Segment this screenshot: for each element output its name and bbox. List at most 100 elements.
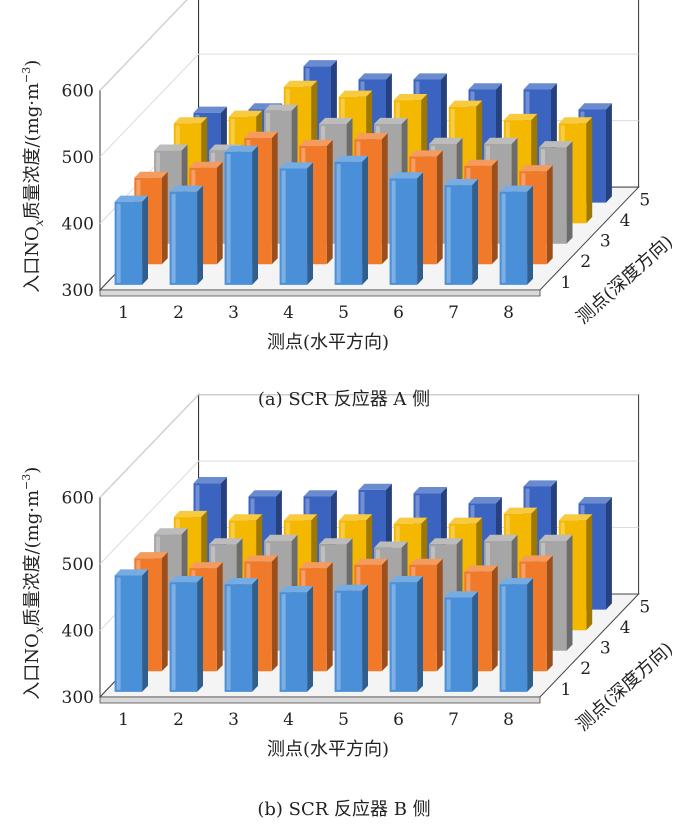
bar-top-face (303, 490, 337, 497)
bar-front-face (389, 178, 418, 285)
bar-top-face (319, 117, 353, 124)
bar-top-face (558, 514, 593, 521)
bar-top-face (189, 562, 223, 569)
bar-side-face (326, 562, 333, 672)
depth-tick-label: 1 (560, 680, 571, 700)
x-tick-label: 4 (283, 710, 294, 730)
bar-top-face (134, 552, 168, 559)
y-tick-labels: 300 400 500 600 (62, 82, 94, 302)
bar-top-face (354, 558, 388, 565)
bar-series1-point8 (499, 185, 533, 285)
bar-side-face (307, 586, 313, 692)
bar-top-face (484, 137, 518, 144)
bar-series1-point1 (114, 569, 148, 692)
bar-side-face (271, 555, 278, 672)
bar-top-face (283, 80, 318, 87)
bar-top-face (244, 555, 278, 562)
bar-top-face (334, 155, 368, 162)
caption-b: (b) SCR 反应器 B 侧 (257, 799, 430, 820)
bar-highlight (116, 203, 121, 283)
bar-top-face (523, 83, 557, 90)
bar-highlight (391, 180, 396, 283)
bar-side-face (527, 185, 533, 285)
bar-highlight (501, 586, 506, 690)
bar-side-face (566, 141, 573, 244)
depth-tick-label: 5 (639, 597, 650, 617)
bar-top-face (173, 117, 208, 124)
bar-series1-point6 (389, 576, 423, 692)
bar-top-face (169, 185, 203, 192)
bar-side-face (546, 165, 553, 265)
bar-top-face (389, 172, 423, 179)
x-tick-label: 2 (173, 303, 184, 323)
y-axis-title: 入口NOx质量浓度/(mg·m−3) (20, 60, 46, 293)
bar-side-face (197, 185, 203, 285)
y-tick-label: 500 (62, 555, 94, 575)
bar-top-face (374, 117, 408, 124)
depth-tick-label: 2 (580, 252, 591, 272)
bar-side-face (417, 172, 423, 285)
bar-front-face (114, 575, 143, 692)
bar-side-face (161, 552, 168, 672)
bar-top-face (499, 185, 533, 192)
y-axis-title-part: x (32, 626, 46, 633)
bar-highlight (336, 592, 341, 690)
bar-side-face (436, 558, 443, 672)
bar-side-face (362, 584, 368, 692)
floor-edge (99, 696, 541, 704)
depth-tick-label: 1 (560, 273, 571, 293)
bar-side-face (197, 576, 203, 692)
bar-side-face (491, 159, 498, 265)
bar-top-face (154, 144, 188, 151)
depth-tick-label: 2 (580, 659, 591, 679)
bar-side-face (252, 145, 258, 285)
bar-top-face (299, 562, 333, 569)
bar-side-face (271, 131, 278, 265)
depth-tick-label: 4 (620, 618, 631, 638)
bar-top-face (283, 514, 318, 521)
x-tick-label: 2 (173, 710, 184, 730)
bar-series1-point7 (444, 591, 478, 692)
bar-highlight (446, 599, 451, 690)
bar-top-face (558, 117, 593, 124)
bar-front-face (114, 201, 143, 285)
bar-top-face (154, 528, 188, 535)
bar-top-face (448, 517, 483, 524)
bar-top-face (354, 133, 388, 140)
x-tick-label: 3 (228, 303, 239, 323)
bar-top-face (429, 538, 463, 545)
bar-highlight (226, 153, 231, 283)
bar-side-face (216, 562, 223, 672)
bar-highlight (281, 594, 286, 690)
bar-front-face (444, 597, 473, 692)
x-tick-label: 8 (503, 303, 514, 323)
bar-series1-point5 (334, 155, 368, 285)
bar-series1-point8 (499, 578, 533, 692)
bar-top-face (358, 73, 392, 80)
bar-top-face (389, 576, 423, 583)
bar-series1-point4 (279, 586, 313, 692)
bar-top-face (264, 534, 298, 541)
gridline (99, 394, 639, 498)
bar-top-face (393, 517, 428, 524)
bar-series1-point2 (169, 185, 203, 285)
bar-side-face (216, 161, 223, 265)
bar-top-face (464, 159, 498, 166)
bar-top-face (374, 541, 408, 548)
y-tick-labels: 300 400 500 600 (62, 489, 94, 709)
bar-front-face (279, 168, 308, 285)
bar-series1-point5 (334, 584, 368, 692)
bar-front-face (224, 151, 253, 285)
bar-highlight (501, 193, 506, 283)
bar-top-face (429, 137, 463, 144)
bar-top-face (338, 514, 373, 521)
bar-highlight (171, 584, 176, 690)
bar-top-face (134, 171, 168, 178)
y-axis-title-part: 质量浓度/(mg·m (22, 83, 43, 219)
x-tick-label: 8 (503, 710, 514, 730)
y-axis-title-part: x (32, 219, 46, 226)
bar-top-face (358, 483, 392, 490)
bar-top-face (468, 497, 502, 504)
bar-top-face (499, 578, 533, 585)
